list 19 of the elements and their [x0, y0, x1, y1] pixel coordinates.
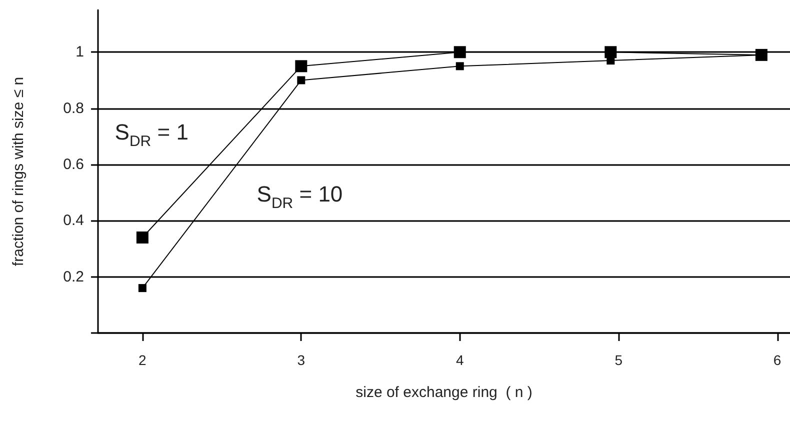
y-tick-label: 0.6 [63, 156, 84, 173]
point [138, 284, 146, 292]
y-axis-title: fraction of rings with size ≤ n [10, 76, 27, 266]
y-tick-label: 0.8 [63, 100, 84, 117]
x-tick-label: 5 [614, 352, 623, 368]
point [136, 232, 148, 244]
y-tick-label: 0.2 [63, 268, 84, 286]
x-tick-label: 3 [297, 352, 306, 368]
point [456, 62, 464, 70]
y-tick-label: 1 [76, 44, 84, 61]
point [297, 76, 306, 84]
point [454, 46, 466, 58]
point [604, 46, 617, 58]
point [295, 60, 308, 72]
x-tick-label: 2 [138, 352, 147, 368]
x-tick-label: 4 [456, 352, 464, 368]
x-axis-title: size of exchange ring ( n ) [356, 384, 532, 401]
y-tick-label: 0.4 [63, 212, 84, 230]
x-tick-label: 6 [773, 352, 782, 368]
